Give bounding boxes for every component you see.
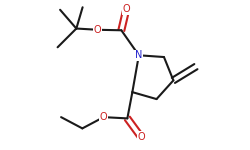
Text: O: O <box>122 4 130 14</box>
Text: N: N <box>135 50 142 60</box>
Text: O: O <box>137 132 145 142</box>
Text: O: O <box>94 25 102 35</box>
Text: O: O <box>100 112 108 122</box>
